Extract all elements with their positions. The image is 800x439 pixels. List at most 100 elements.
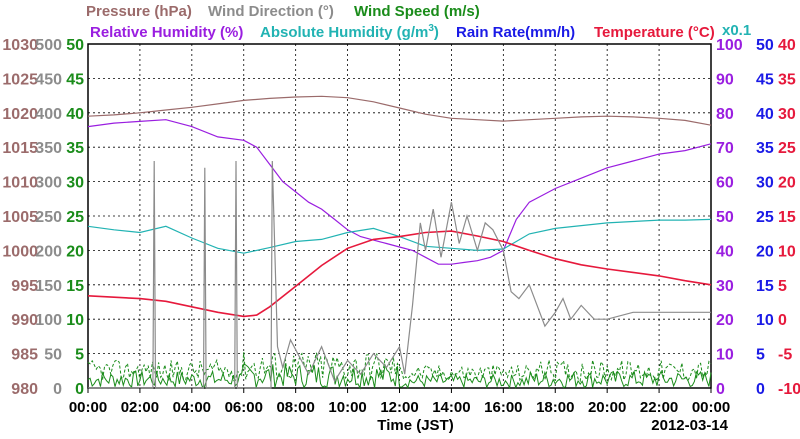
y-tick-label: 20 (66, 243, 84, 260)
y-tick-label: 10 (716, 347, 734, 364)
y-tick-label: 0 (756, 381, 765, 398)
y-tick-label: 70 (716, 140, 734, 157)
y-tick-label: 250 (35, 209, 62, 226)
y-tick-label: 35 (778, 71, 796, 88)
y-tick-label: 25 (778, 140, 796, 157)
y-tick-label: 30 (66, 175, 84, 192)
x-tick-label: 04:00 (173, 399, 211, 416)
y-tick-label: 10 (778, 243, 796, 260)
y-tick-label: 25 (66, 209, 84, 226)
y-tick-label: 100 (35, 312, 62, 329)
y-tick-label: 1020 (2, 106, 38, 123)
y-tick-label: 40 (756, 106, 774, 123)
y-tick-label: 20 (778, 175, 796, 192)
y-tick-label: 25 (756, 209, 774, 226)
y-tick-label: 50 (44, 347, 62, 364)
relative-humidity-line (87, 119, 712, 265)
grid-lines (88, 44, 711, 388)
y-tick-label: 5 (75, 347, 84, 364)
legend-entry: Temperature (°C) (594, 24, 715, 41)
y-tick-label: 5 (778, 278, 787, 295)
y-tick-label: 10 (66, 312, 84, 329)
x-tick-label: 18:00 (536, 399, 574, 416)
x-tick-label: 12:00 (380, 399, 418, 416)
y-tick-label: 995 (11, 278, 38, 295)
x-tick-label: 00:00 (692, 399, 730, 416)
y-tick-label: 450 (35, 71, 62, 88)
y-tick-label: -5 (778, 347, 792, 364)
temperature-line (87, 230, 712, 318)
y-tick-label: 1010 (2, 175, 38, 192)
wind-direction-axis: 0 50 100 150 200 250 300 350 400 450 500 (35, 37, 62, 398)
axis-scale-note: x0.1 (722, 22, 751, 39)
x-tick-label: 02:00 (121, 399, 159, 416)
y-tick-label: 35 (66, 140, 84, 157)
x-tick-label: 20:00 (588, 399, 626, 416)
date-label: 2012-03-14 (651, 417, 728, 434)
y-tick-label: 50 (66, 37, 84, 54)
y-tick-label: 1000 (2, 243, 38, 260)
y-tick-label: -10 (778, 381, 800, 398)
y-tick-label: 980 (11, 381, 38, 398)
y-tick-label: 15 (778, 209, 796, 226)
y-tick-label: 40 (778, 37, 796, 54)
wind-speed-gust-line (87, 352, 712, 383)
y-tick-label: 1005 (2, 209, 38, 226)
x-tick-label: 10:00 (328, 399, 366, 416)
pressure-axis: 980 985 990 995 1000 1005 1010 1015 1020 1025 1030 (2, 37, 38, 398)
y-tick-label: 5 (756, 347, 765, 364)
y-tick-label: 300 (35, 175, 62, 192)
y-tick-label: 30 (778, 106, 796, 123)
legend-entry: Rain Rate(mm/h) (456, 24, 575, 41)
y-tick-label: 985 (11, 347, 38, 364)
x-axis-label: Time (JST) (377, 417, 453, 434)
y-tick-label: 60 (716, 175, 734, 192)
pressure-line (87, 95, 712, 126)
x-axis-ticks: 00:00 02:00 04:00 06:00 08:00 10:00 12:00 14:00… (69, 388, 730, 416)
x-tick-label: 14:00 (432, 399, 470, 416)
wind-speed-axis: 0 5 10 15 20 25 30 35 40 45 50 (66, 37, 84, 398)
y-tick-label: 30 (716, 278, 734, 295)
y-tick-label: 0 (778, 312, 787, 329)
x-tick-label: 08:00 (276, 399, 314, 416)
y-tick-label: 350 (35, 140, 62, 157)
y-tick-label: 10 (756, 312, 774, 329)
y-tick-label: 150 (35, 278, 62, 295)
x-tick-label: 22:00 (640, 399, 678, 416)
legend-entry: Wind Direction (°) (208, 3, 334, 20)
y-tick-label: 40 (716, 243, 734, 260)
y-tick-label: 20 (716, 312, 734, 329)
wind-direction-line (88, 160, 711, 389)
legend-entry: Relative Humidity (%) (90, 24, 243, 41)
y-tick-label: 0 (716, 381, 725, 398)
legend-entry: Pressure (hPa) (86, 3, 192, 20)
x-tick-label: 16:00 (484, 399, 522, 416)
relative-humidity-axis: 0 10 20 30 40 50 60 70 80 90 100 (716, 37, 743, 398)
y-tick-label: 45 (756, 71, 774, 88)
y-tick-label: 1030 (2, 37, 38, 54)
y-tick-label: 500 (35, 37, 62, 54)
y-tick-label: 15 (756, 278, 774, 295)
y-tick-label: 50 (716, 209, 734, 226)
legend: Pressure (hPa) Wind Direction (°) Wind Spe… (86, 3, 751, 41)
x-tick-label: 00:00 (69, 399, 107, 416)
y-tick-label: 40 (66, 106, 84, 123)
y-tick-label: 20 (756, 243, 774, 260)
y-tick-label: 30 (756, 175, 774, 192)
y-tick-label: 990 (11, 312, 38, 329)
y-tick-label: 45 (66, 71, 84, 88)
y-tick-label: 80 (716, 106, 734, 123)
y-tick-label: 200 (35, 243, 62, 260)
y-tick-label: 50 (756, 37, 774, 54)
x-tick-label: 06:00 (225, 399, 263, 416)
y-tick-label: 400 (35, 106, 62, 123)
y-tick-label: 90 (716, 71, 734, 88)
y-tick-label: 1025 (2, 71, 38, 88)
legend-entry: Absolute Humidity (g/m3) (260, 23, 439, 41)
wind-speed-line (87, 363, 712, 390)
legend-entry: Wind Speed (m/s) (354, 3, 480, 20)
y-tick-label: 15 (66, 278, 84, 295)
y-tick-label: 100 (716, 37, 743, 54)
